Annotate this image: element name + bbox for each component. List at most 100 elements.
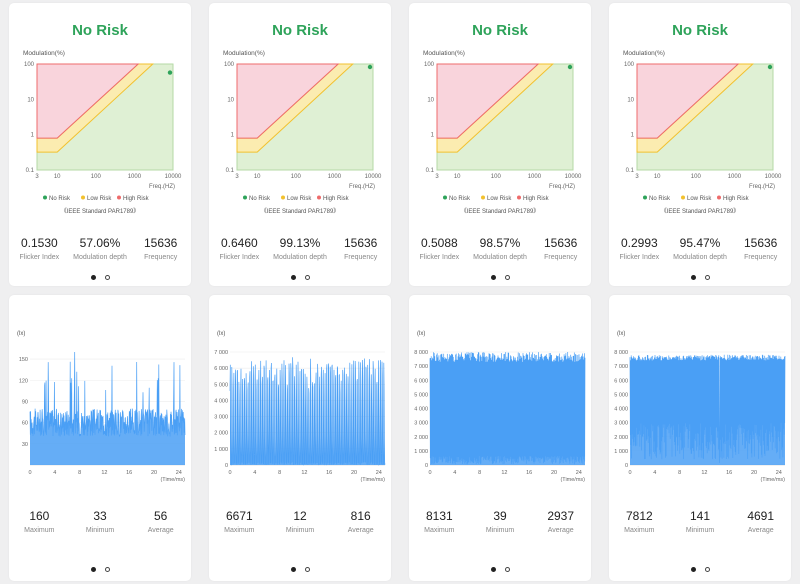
- y-tick-label: 4 000: [614, 407, 628, 413]
- stat-value: 7812: [625, 509, 653, 523]
- page-dot[interactable]: [504, 275, 510, 280]
- x-tick-label: 20: [351, 470, 357, 476]
- legend-marker: [81, 195, 85, 200]
- x-tick-label: 20: [151, 470, 157, 476]
- y-tick-label: 100: [624, 62, 635, 68]
- y-tick-label: 100: [24, 62, 35, 68]
- stat-value: 12: [293, 509, 307, 523]
- waveform-stats: 6671 Maximum 12 Minimum 816 Average: [209, 509, 391, 534]
- legend-label: Low Risk: [487, 196, 512, 202]
- stat-item: 8131 Maximum: [409, 509, 470, 534]
- y-tick-label: 5 000: [414, 392, 428, 398]
- legend-marker: [643, 195, 647, 200]
- page-dot-active[interactable]: [490, 275, 496, 280]
- stat-label: Minimum: [285, 527, 315, 534]
- waveform-fill: [30, 352, 185, 465]
- y-tick-label: 6 000: [214, 366, 228, 372]
- page-dot[interactable]: [504, 567, 510, 572]
- high-risk-zone: [636, 63, 740, 139]
- y-unit-label: (lx): [217, 331, 225, 337]
- waveform-trace: [429, 351, 586, 465]
- legend-marker: [281, 195, 285, 200]
- y-tick-label: 2 000: [414, 435, 428, 441]
- y-tick-label: 2 000: [214, 431, 228, 437]
- page-dot[interactable]: [304, 275, 310, 280]
- x-tick-label: 24: [576, 470, 582, 476]
- stat-label: Flicker Index: [619, 254, 660, 261]
- risk-stats: 0.5088 Flicker Index 98.57% Modulation dept…: [409, 236, 591, 261]
- measurement-point: [567, 64, 573, 70]
- page-indicator: [209, 567, 391, 572]
- waveform-chart: (lx) 150 120 90 60 30 0 4 8 12 16 20 24(Time/ms): [17, 331, 186, 483]
- risk-status-title: No Risk: [472, 22, 528, 39]
- stat-item: 95.47% Modulation depth: [670, 236, 731, 261]
- x-axis-title: Freq.(HZ): [349, 184, 375, 190]
- risk-stats: 0.2993 Flicker Index 95.47% Modulation dept…: [609, 236, 791, 261]
- y-tick-label: 4 000: [414, 407, 428, 413]
- y-tick-label: 1 000: [214, 447, 228, 453]
- stat-label: Frequency: [344, 254, 378, 261]
- x-tick-label: 10000: [165, 174, 182, 180]
- y-tick-label: 1: [631, 133, 635, 139]
- page-indicator: [409, 275, 591, 280]
- x-unit-label: (Time/ms): [360, 477, 385, 483]
- waveform-stats: 7812 Maximum 141 Minimum 4691 Average: [609, 509, 791, 534]
- y-unit-label: (lx): [417, 331, 425, 337]
- standard-label: 《IEEE Standard PAR1789》: [661, 208, 740, 215]
- page-dot-active[interactable]: [290, 275, 296, 280]
- page-dot-active[interactable]: [690, 275, 696, 280]
- y-axis-title: Modulation(%): [23, 50, 65, 57]
- risk-stats: 0.6460 Flicker Index 99.13% Modulation dept…: [209, 236, 391, 261]
- y-tick-label: 6 000: [614, 378, 628, 384]
- waveform-card: (lx) 8 000 7 000 6 000 5 000 4 000 3 000 2 000 1…: [609, 295, 791, 581]
- stat-label: Modulation depth: [273, 254, 327, 261]
- page-dot[interactable]: [104, 567, 110, 572]
- y-tick-label: 0.1: [426, 168, 435, 174]
- y-tick-label: 150: [19, 357, 28, 363]
- y-tick-label: 1 000: [414, 449, 428, 455]
- stat-label: Average: [347, 527, 374, 534]
- stat-label: Maximum: [224, 527, 255, 534]
- x-tick-label: 100: [291, 174, 302, 180]
- standard-label: 《IEEE Standard PAR1789》: [61, 208, 140, 215]
- legend-label: Low Risk: [687, 196, 712, 202]
- waveform-card: (lx) 150 120 90 60 30 0 4 8 12 16 20 24 (Time/ms) 160 M…: [9, 295, 191, 581]
- stat-value: 15636: [743, 236, 778, 250]
- y-tick-label: 90: [22, 399, 28, 405]
- stat-value: 15636: [143, 236, 178, 250]
- stat-item: 39 Minimum: [470, 509, 531, 534]
- page-indicator: [209, 275, 391, 280]
- standard-label: 《IEEE Standard PAR1789》: [461, 208, 540, 215]
- y-tick-label: 10: [27, 97, 34, 103]
- page-dot-active[interactable]: [90, 567, 96, 572]
- risk-stats: 0.1530 Flicker Index 57.06% Modulation dept…: [9, 236, 191, 261]
- x-tick-label: 1000: [728, 174, 742, 180]
- page-dot-active[interactable]: [690, 567, 696, 572]
- page-dot-active[interactable]: [490, 567, 496, 572]
- y-tick-label: 7 000: [614, 364, 628, 370]
- page-indicator: [9, 275, 191, 280]
- x-tick-label: 16: [726, 470, 732, 476]
- x-tick-label: 3: [235, 174, 239, 180]
- y-tick-label: 3 000: [614, 421, 628, 427]
- y-tick-label: 0.1: [26, 168, 35, 174]
- x-tick-label: 4: [53, 470, 56, 476]
- legend-marker: [717, 195, 721, 200]
- page-dot[interactable]: [704, 275, 710, 280]
- page-dot-active[interactable]: [290, 567, 296, 572]
- page-dot[interactable]: [704, 567, 710, 572]
- page-dot-active[interactable]: [90, 275, 96, 280]
- legend-label: High Risk: [323, 196, 350, 202]
- y-tick-label: 0: [225, 463, 228, 469]
- x-axis-title: Freq.(HZ): [549, 184, 575, 190]
- stat-label: Maximum: [424, 527, 455, 534]
- risk-card: No Risk Modulation(%) 100 10 1 0.1 3 10 100 1000 1…: [9, 3, 191, 286]
- risk-chart: Modulation(%) 100 10 1 0.13 10 100 1000 10000 Fre…: [623, 50, 782, 215]
- stat-label: Average: [547, 527, 574, 534]
- x-tick-label: 4: [453, 470, 456, 476]
- x-tick-label: 3: [435, 174, 439, 180]
- page-dot[interactable]: [304, 567, 310, 572]
- page-dot[interactable]: [104, 275, 110, 280]
- legend-marker: [681, 195, 685, 200]
- risk-card: No Risk Modulation(%) 100 10 1 0.1 3 10 100 1000 1…: [609, 3, 791, 286]
